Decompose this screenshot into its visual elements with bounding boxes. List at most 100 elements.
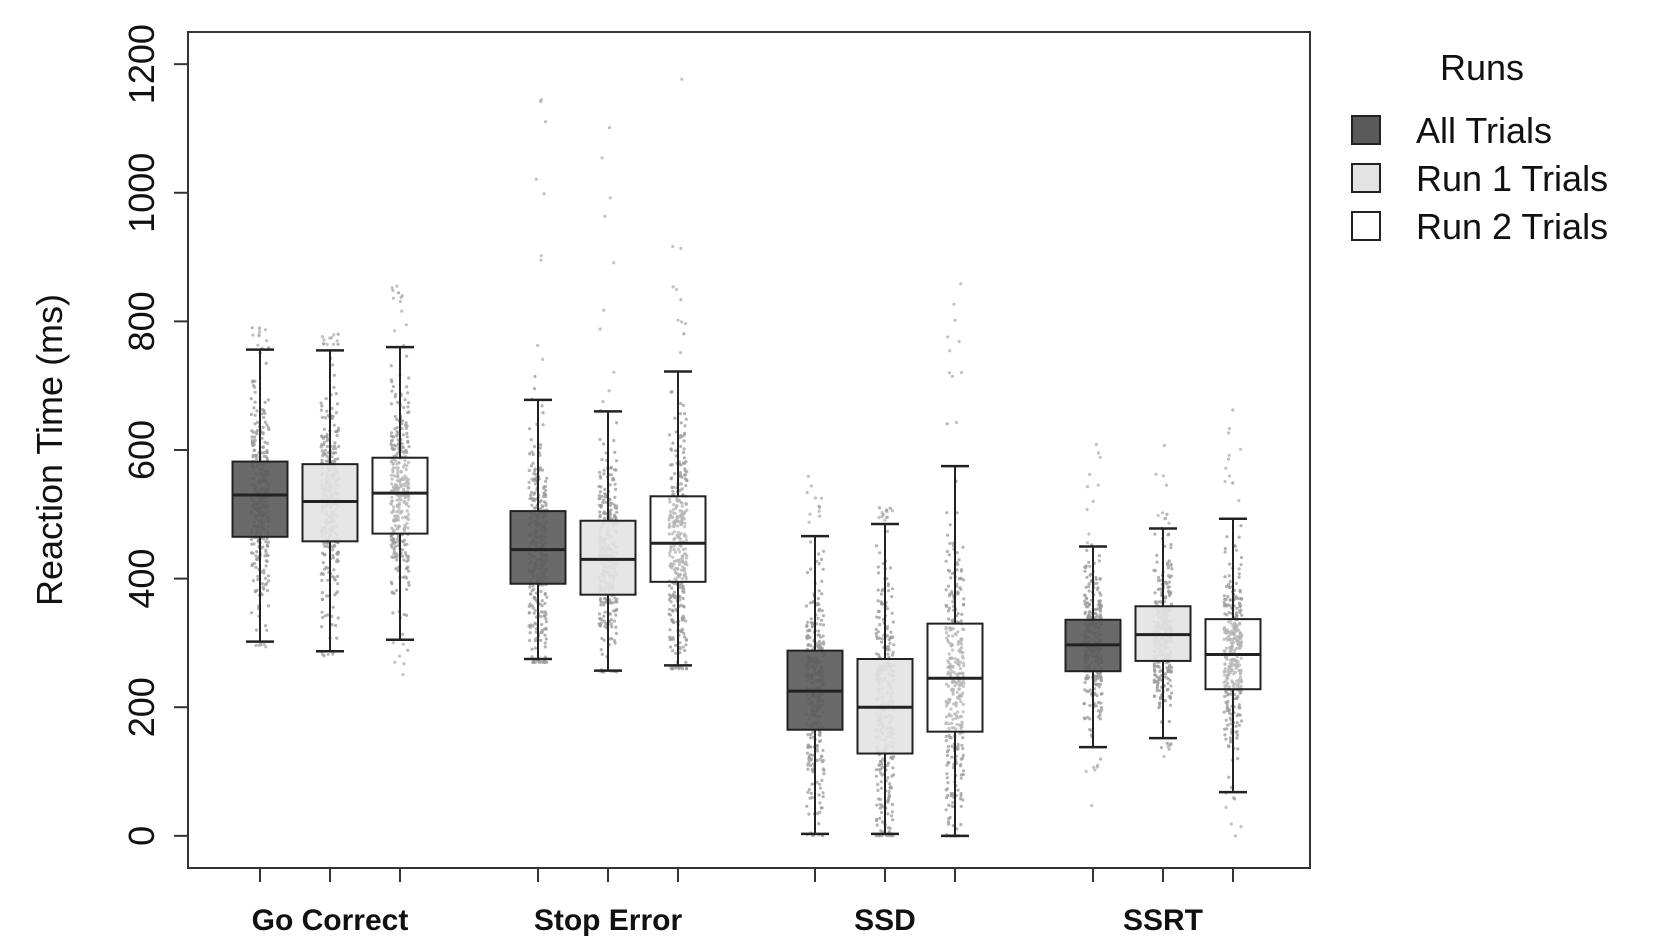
data-point: [877, 653, 881, 657]
outlier-point: [399, 295, 403, 300]
data-point: [598, 510, 602, 514]
data-point: [685, 563, 689, 567]
data-point: [805, 571, 810, 575]
data-point: [1232, 672, 1236, 676]
data-point: [1083, 593, 1087, 597]
data-point: [402, 558, 406, 562]
data-point: [822, 549, 826, 553]
data-point: [956, 592, 960, 596]
data-point: [949, 674, 953, 678]
data-point: [680, 576, 684, 581]
data-point: [1227, 665, 1231, 669]
data-point: [249, 412, 253, 416]
outlier-point: [671, 285, 675, 289]
data-point: [255, 409, 259, 413]
data-point: [253, 422, 257, 426]
data-point: [880, 762, 884, 766]
data-point: [600, 494, 604, 499]
data-point: [407, 512, 411, 516]
data-point: [889, 635, 893, 639]
data-point: [320, 458, 324, 462]
data-point: [598, 490, 603, 494]
data-point: [961, 545, 965, 549]
data-point: [336, 332, 340, 336]
data-point: [391, 611, 395, 615]
outlier-point: [960, 370, 964, 375]
data-point: [685, 508, 689, 512]
outlier-point: [391, 288, 395, 292]
data-point: [609, 508, 613, 512]
data-point: [529, 438, 533, 442]
data-point: [804, 604, 809, 608]
data-point: [679, 630, 683, 634]
outlier-point: [332, 342, 336, 346]
data-point: [321, 615, 325, 620]
data-point: [602, 511, 606, 515]
data-point: [947, 617, 951, 621]
data-point: [1235, 730, 1239, 734]
data-point: [811, 730, 815, 734]
data-point: [608, 483, 612, 487]
data-point: [682, 456, 687, 460]
data-point: [1226, 693, 1230, 697]
data-point: [250, 326, 254, 330]
data-point: [389, 364, 393, 368]
data-point: [956, 788, 960, 792]
data-point: [817, 793, 821, 797]
data-point: [331, 553, 335, 558]
data-point: [336, 550, 340, 555]
data-point: [1088, 688, 1092, 692]
outlier-point: [612, 261, 616, 265]
legend-title: Runs: [1440, 47, 1524, 88]
data-point: [1152, 694, 1156, 699]
data-point: [946, 760, 950, 765]
data-point: [1155, 689, 1159, 693]
data-point: [1239, 678, 1243, 682]
data-point: [250, 429, 254, 433]
data-point: [320, 625, 324, 629]
data-point: [880, 637, 884, 641]
data-point: [669, 600, 673, 604]
data-point: [395, 527, 399, 531]
data-point: [544, 617, 548, 621]
data-point: [255, 550, 259, 554]
data-point: [820, 579, 824, 584]
data-point: [890, 653, 895, 657]
data-point: [531, 452, 535, 457]
data-point: [958, 650, 962, 654]
data-point: [1157, 665, 1161, 669]
data-point: [615, 600, 619, 604]
data-point: [945, 604, 949, 609]
data-point: [668, 500, 672, 504]
outlier-point: [1154, 472, 1158, 476]
data-point: [1088, 703, 1092, 708]
data-point: [1238, 605, 1242, 609]
data-point: [397, 291, 401, 295]
data-point: [1232, 633, 1236, 637]
outlier-point: [607, 389, 611, 393]
data-point: [1167, 719, 1171, 724]
data-point: [250, 611, 254, 615]
data-point: [390, 499, 394, 503]
data-point: [678, 550, 682, 554]
data-point: [1228, 668, 1232, 672]
data-point: [961, 672, 965, 676]
outlier-point: [320, 335, 325, 339]
data-point: [602, 498, 606, 502]
data-point: [952, 671, 956, 675]
data-point: [1165, 666, 1169, 670]
data-point: [1237, 703, 1241, 707]
data-point: [1098, 615, 1103, 619]
data-point: [395, 552, 399, 556]
outlier-point: [1227, 474, 1232, 478]
data-point: [955, 680, 959, 684]
data-point: [1099, 706, 1104, 710]
data-point: [615, 504, 619, 508]
data-point: [530, 503, 534, 507]
data-point: [389, 402, 393, 406]
data-point: [1086, 675, 1091, 679]
data-point: [675, 533, 679, 537]
data-point: [403, 551, 408, 555]
data-point: [334, 591, 338, 595]
data-point: [684, 637, 688, 641]
